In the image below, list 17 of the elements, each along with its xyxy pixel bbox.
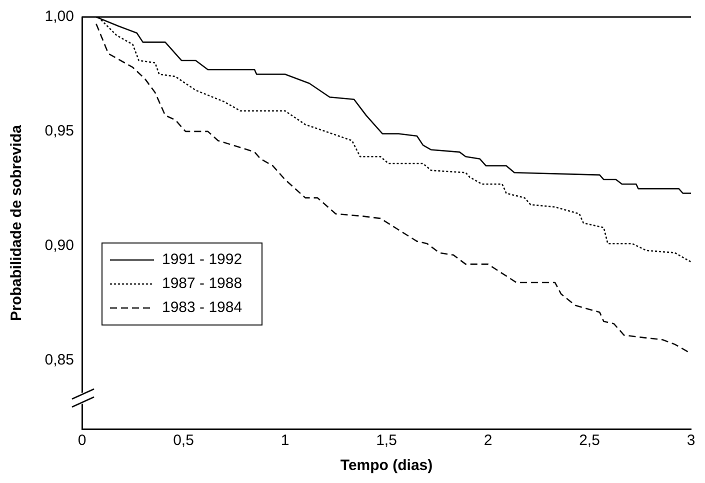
x-tick-label: 2 <box>484 432 492 450</box>
legend-label: 1983 - 1984 <box>162 299 242 316</box>
x-tick-label: 1 <box>280 432 290 450</box>
x-tick-label: 0,5 <box>173 432 194 450</box>
y-tick-label: 0,90 <box>44 237 74 254</box>
x-axis-title: Tempo (dias) <box>340 457 433 474</box>
y-tick-label: 0,95 <box>44 122 74 140</box>
x-tick-label: 2,5 <box>579 432 600 450</box>
y-tick-label: 1,00 <box>44 8 74 26</box>
legend-label: 1987 - 1988 <box>162 275 242 292</box>
y-axis-title: Probabilidade de sobrevida <box>8 124 26 321</box>
line-series <box>96 23 691 354</box>
x-tick-label: 0 <box>78 432 86 450</box>
x-tick-label: 3 <box>686 432 696 450</box>
x-tick-label: 1,5 <box>376 432 397 450</box>
legend-label: 1991 - 1992 <box>162 251 242 268</box>
y-tick-label: 0,85 <box>44 351 74 368</box>
